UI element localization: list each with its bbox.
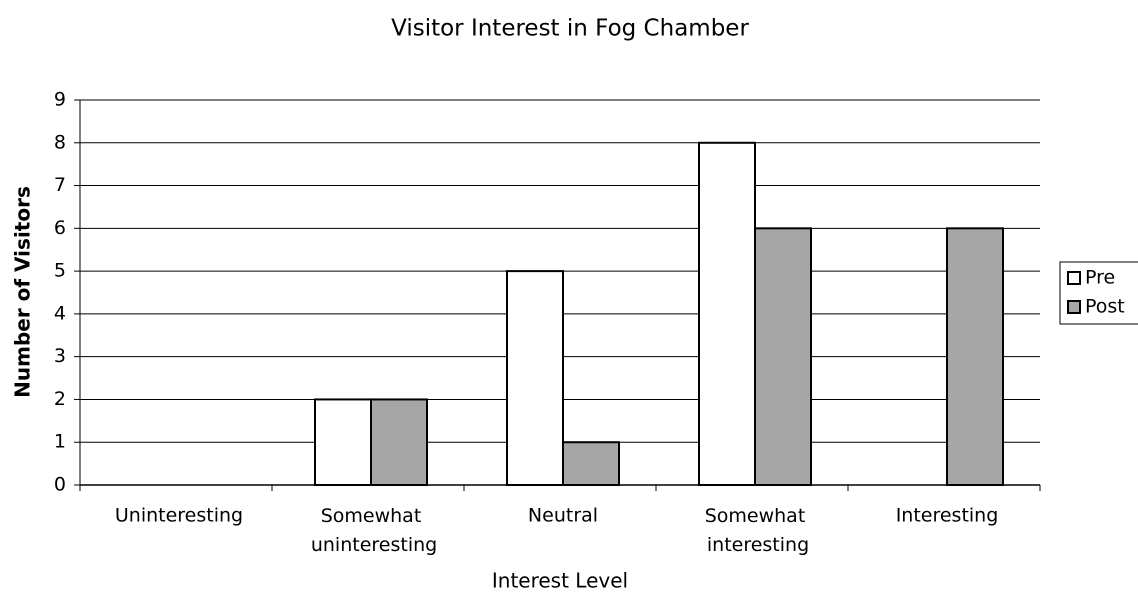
legend-label: Post (1085, 296, 1125, 318)
y-tick-label: 7 (54, 174, 66, 196)
x-tick-label: Somewhat uninteresting (305, 505, 437, 556)
x-tick-label: Interesting (896, 505, 999, 527)
x-tick-label: Neutral (528, 505, 598, 527)
y-tick-label: 8 (54, 131, 66, 153)
y-tick-label: 9 (54, 89, 66, 111)
y-tick-label: 5 (54, 260, 66, 282)
x-tick-label: Somewhat interesting (701, 505, 809, 556)
bar (506, 270, 564, 486)
bar (314, 398, 372, 487)
y-axis-title: Number of Visitors (11, 186, 35, 398)
legend-swatch (1067, 271, 1081, 285)
bar (698, 141, 756, 486)
chart-title: Visitor Interest in Fog Chamber (391, 16, 749, 42)
legend-label: Pre (1085, 267, 1115, 289)
y-tick-label: 4 (54, 302, 66, 324)
legend-swatch (1067, 300, 1081, 314)
y-tick-label: 3 (54, 345, 66, 367)
y-tick-label: 1 (54, 431, 66, 453)
bar (370, 398, 428, 487)
bar (562, 441, 620, 487)
y-tick-label: 6 (54, 217, 66, 239)
x-tick-label: Uninteresting (115, 505, 243, 527)
y-tick-label: 0 (54, 474, 66, 496)
bar (946, 227, 1004, 486)
x-axis-title: Interest Level (492, 569, 628, 593)
bar (754, 227, 812, 486)
y-tick-label: 2 (54, 388, 66, 410)
